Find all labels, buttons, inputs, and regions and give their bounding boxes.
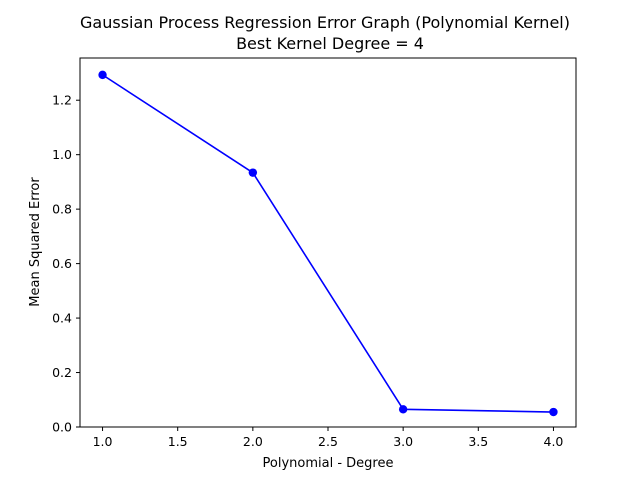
y-tick-label: 0.0 bbox=[52, 420, 72, 435]
y-axis-ticks: 0.0 0.2 0.4 0.6 0.8 1.0 1.2 bbox=[52, 93, 80, 435]
y-tick-label: 1.2 bbox=[52, 93, 72, 108]
y-tick-label: 1.0 bbox=[52, 147, 72, 162]
x-tick-label: 4.0 bbox=[544, 434, 564, 449]
data-point bbox=[248, 168, 258, 177]
plot-area-frame bbox=[79, 57, 577, 428]
x-tick-label: 1.0 bbox=[93, 434, 113, 449]
data-point bbox=[398, 405, 408, 414]
x-tick-label: 3.5 bbox=[468, 434, 488, 449]
y-axis-label: Mean Squared Error bbox=[28, 177, 43, 307]
y-tick-label: 0.4 bbox=[52, 311, 72, 326]
x-tick-label: 3.0 bbox=[393, 434, 413, 449]
series-line bbox=[102, 74, 554, 413]
x-axis-label: Polynomial - Degree bbox=[263, 456, 394, 471]
chart-subtitle: Best Kernel Degree = 4 bbox=[236, 34, 424, 53]
data-point bbox=[549, 407, 558, 417]
x-tick-label: 1.5 bbox=[168, 434, 188, 449]
series-layer bbox=[98, 70, 558, 417]
x-axis-ticks: 1.0 1.5 2.0 2.5 3.0 3.5 4.0 bbox=[93, 427, 564, 449]
chart-title: Gaussian Process Regression Error Graph … bbox=[80, 13, 570, 32]
y-tick-label: 0.6 bbox=[52, 256, 72, 271]
x-tick-label: 2.0 bbox=[243, 434, 263, 449]
y-tick-label: 0.8 bbox=[52, 202, 72, 217]
x-tick-label: 2.5 bbox=[318, 434, 338, 449]
data-point bbox=[98, 70, 107, 80]
y-tick-label: 0.2 bbox=[52, 365, 72, 380]
